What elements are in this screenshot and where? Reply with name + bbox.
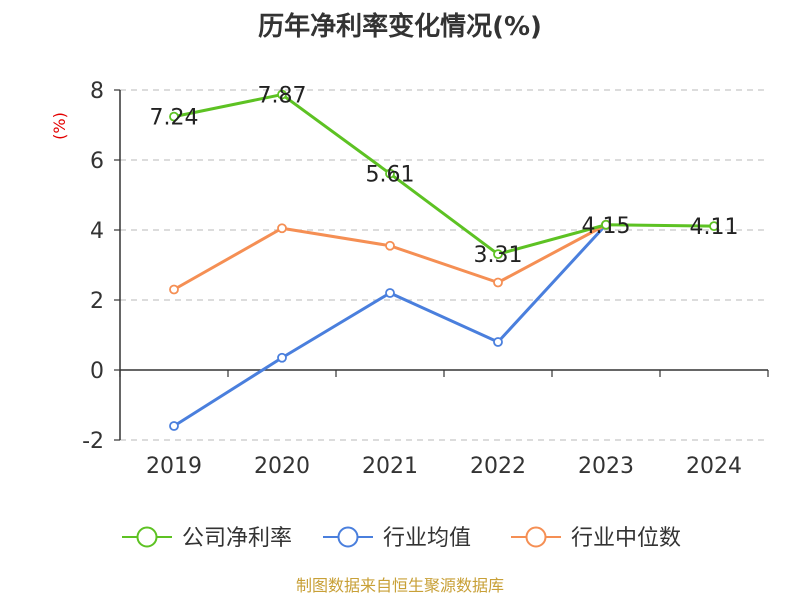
- data-label-2021: 5.61: [366, 163, 415, 188]
- y-tick-label-4: 6: [90, 149, 104, 174]
- legend-marker-2: [525, 526, 547, 548]
- y-tick-label-1: 0: [90, 359, 104, 384]
- x-tick-label-2023: 2023: [578, 454, 634, 479]
- series-2-point-2020: [277, 223, 287, 234]
- legend-label-2: 行业中位数: [571, 526, 681, 551]
- y-tick-label-3: 4: [90, 219, 104, 244]
- data-label-2023: 4.15: [582, 214, 631, 239]
- x-tick-label-2020: 2020: [254, 454, 310, 479]
- series-line-0: [173, 93, 715, 256]
- series-2-point-2021: [385, 240, 395, 251]
- series-0-point-2019: [169, 111, 179, 122]
- x-tick-label-2024: 2024: [686, 454, 742, 479]
- data-labels: 7.24 7.87 5.61 3.31 4.15 4.11: [150, 84, 739, 269]
- x-tick-label-2022: 2022: [470, 454, 526, 479]
- series-1-point-2022: [493, 337, 503, 347]
- data-label-2022: 3.31: [474, 243, 523, 268]
- series-line-1: [173, 223, 608, 428]
- series-0-point-2022: [493, 249, 503, 260]
- data-label-2020: 7.87: [258, 84, 307, 109]
- series-1-point-2019: [169, 421, 179, 431]
- series-0-point-2023: [601, 219, 611, 230]
- legend-marker-1: [337, 526, 359, 548]
- data-label-2024: 4.11: [690, 215, 739, 240]
- y-tick-label-5: 8: [90, 79, 104, 104]
- series-0-point-2020: [277, 89, 287, 100]
- chart-title: 历年净利率变化情况(%): [258, 11, 542, 42]
- series-1-point-2020: [277, 352, 287, 363]
- y-tick-label-2: 2: [90, 289, 104, 314]
- series-0-point-2024: [709, 221, 719, 232]
- series-1-point-2021: [385, 288, 395, 298]
- legend-marker-0: [136, 526, 158, 548]
- series-2-point-2019: [169, 284, 179, 295]
- series-0-point-2021: [385, 168, 395, 179]
- series-2-point-2022: [493, 277, 503, 288]
- legend-label-1: 行业均值: [383, 526, 471, 551]
- series-lines: [169, 89, 719, 431]
- x-tick-label-2021: 2021: [362, 454, 418, 479]
- gridlines: [120, 89, 768, 441]
- data-label-2019: 7.24: [150, 106, 199, 131]
- y-tick-label-0: -2: [82, 429, 104, 454]
- legend-label-0: 公司净利率: [182, 526, 292, 551]
- y-axis-unit-label: (%): [50, 112, 69, 140]
- x-tick-label-2019: 2019: [146, 454, 202, 479]
- series-line-2: [173, 223, 607, 291]
- axes: -2 0 2 4 6 8 2019 2020 2021 2022 2023 2024: [82, 79, 769, 479]
- data-source-note: 制图数据来自恒生聚源数据库: [296, 576, 504, 595]
- legend: 公司净利率 行业均值 行业中位数: [122, 526, 681, 551]
